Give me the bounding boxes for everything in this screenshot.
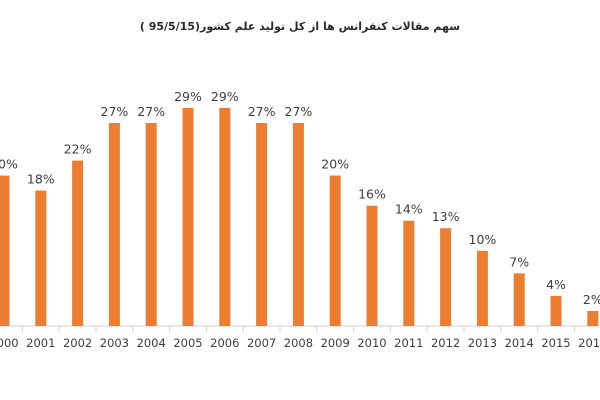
bar-2011 (403, 220, 415, 326)
data-label-2002: 22% (64, 142, 92, 157)
x-tick-label-2007: 2007 (247, 336, 276, 350)
data-label-2001: 18% (27, 172, 55, 187)
bar-2013 (476, 250, 488, 326)
data-label-2003: 27% (101, 104, 129, 119)
bar-2005 (182, 107, 194, 327)
data-label-2016: 2% (583, 292, 600, 307)
data-label-2012: 13% (432, 209, 460, 224)
x-tick-label-2006: 2006 (210, 336, 239, 350)
x-tick-label-2004: 2004 (137, 336, 166, 350)
bar-2008 (292, 123, 304, 326)
bar-2001 (35, 190, 47, 326)
data-label-2008: 27% (285, 104, 313, 119)
x-tick-label-2010: 2010 (357, 336, 386, 350)
bar-2012 (440, 228, 452, 326)
bar-2006 (219, 107, 231, 327)
x-tick-label-2011: 2011 (394, 336, 423, 350)
data-label-2011: 14% (395, 202, 423, 217)
x-tick-label-2008: 2008 (284, 336, 313, 350)
x-tick-label-2013: 2013 (468, 336, 497, 350)
bar-2010 (366, 205, 378, 326)
bar-2002 (72, 160, 84, 326)
bar-2009 (329, 175, 341, 326)
x-tick-label-2014: 2014 (505, 336, 534, 350)
bar-2016 (587, 311, 599, 326)
data-label-2006: 29% (211, 89, 239, 104)
x-tick-label-2005: 2005 (173, 336, 202, 350)
data-label-2005: 29% (174, 89, 202, 104)
data-label-2009: 20% (321, 157, 349, 172)
bar-2007 (256, 123, 268, 326)
x-tick-label-2015: 2015 (541, 336, 570, 350)
data-label-2014: 7% (509, 254, 529, 269)
x-tick-label-2016: 2016 (578, 336, 600, 350)
x-tick-label-2003: 2003 (100, 336, 129, 350)
bar-2014 (513, 273, 525, 326)
data-label-2015: 4% (546, 277, 566, 292)
bar-2000 (0, 175, 10, 326)
x-tick-label-2012: 2012 (431, 336, 460, 350)
x-tick-label-2001: 2001 (26, 336, 55, 350)
bar-2003 (108, 123, 120, 326)
data-label-2007: 27% (248, 104, 276, 119)
bar-2004 (145, 123, 157, 326)
data-label-2000: 20% (0, 157, 18, 172)
data-label-2010: 16% (358, 187, 386, 202)
bar-2015 (550, 295, 562, 326)
chart-title: سهم مقالات کنفرانس ها از کل تولید علم کش… (139, 20, 461, 33)
x-tick-label-2009: 2009 (321, 336, 350, 350)
data-label-2013: 10% (469, 232, 497, 247)
x-tick-label-2002: 2002 (63, 336, 92, 350)
data-label-2004: 27% (137, 104, 165, 119)
x-tick-label-2000: 2000 (0, 336, 19, 350)
